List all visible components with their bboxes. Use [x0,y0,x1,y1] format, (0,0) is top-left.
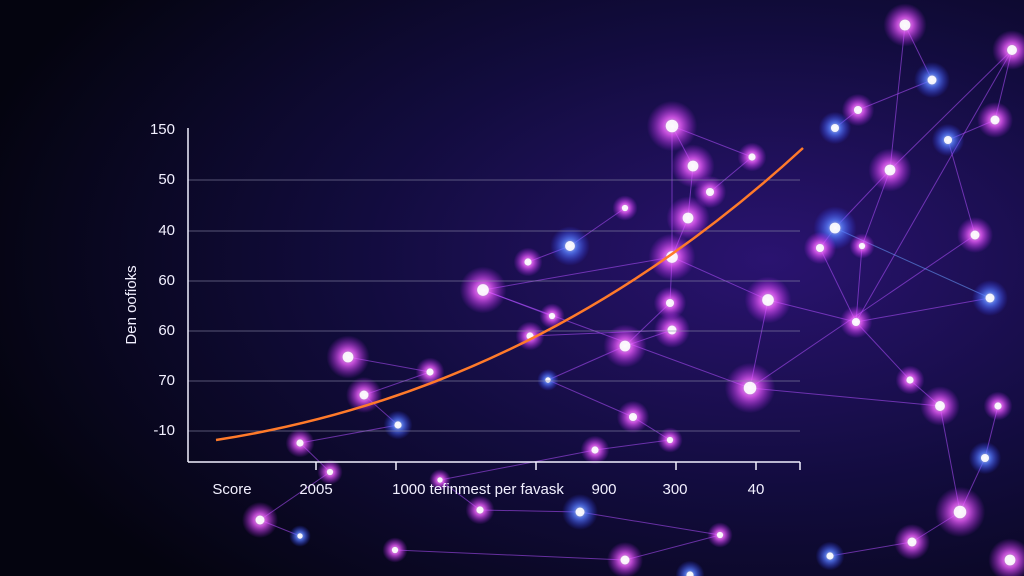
network-node [686,571,694,576]
network-edge [439,449,596,481]
network-node [830,123,840,133]
network-node [437,477,443,483]
network-node [906,376,914,384]
network-node [907,537,917,547]
network-node [858,242,866,250]
network-node [927,75,937,85]
network-node [953,505,967,519]
y-tick-label: 70 [158,372,175,389]
network-edge [299,424,399,444]
x-tick-label: 900 [591,481,616,498]
y-tick-label: 50 [158,171,175,188]
network-node [342,351,354,363]
network-node [748,153,756,161]
grid [188,179,800,432]
network-node [391,546,399,554]
network-node [619,340,631,352]
axis-title: Den oofioks [123,265,140,344]
network-edge [394,549,626,561]
network-node [943,135,953,145]
y-tick-label: 60 [158,322,175,339]
network-node [1004,554,1016,566]
network-node [575,507,585,517]
network-node [394,421,402,429]
network-edge [749,387,941,407]
network-node [705,187,715,197]
network-node [994,402,1002,410]
axes [187,128,801,470]
network-node [255,515,265,525]
curve [215,147,804,442]
network-edge [855,49,1013,323]
network-node [297,533,303,539]
network-node [665,298,675,308]
x-tick-label: 40 [748,481,765,498]
network-node [628,412,638,422]
network-node [762,294,774,306]
network-edge [579,511,721,536]
network-node [1007,45,1017,55]
network-node [985,293,995,303]
network-edge [855,297,991,323]
network-node [687,160,699,172]
network-node [476,506,484,514]
network-node [826,552,834,560]
network-node [884,164,896,176]
network-node [665,119,679,133]
network-node [829,222,841,234]
network-node [524,258,532,266]
network-node [359,390,369,400]
network-node [477,284,489,296]
network-node [666,251,678,263]
network-node [548,312,556,320]
network-node [682,212,694,224]
y-tick-label: 150 [150,121,175,138]
x-tick-label: Score [212,481,251,498]
network-node [851,317,861,327]
x-tick-label: 300 [662,481,687,498]
network-node [935,401,945,411]
x-tick-label: 1000 tefinmest per favask [392,481,564,498]
x-tick-label: 2005 [299,481,332,498]
network-node [716,531,724,539]
network-node [980,453,990,463]
network-node [853,105,863,115]
network-node [591,446,599,454]
network-glow [675,560,705,576]
network-edge [889,24,906,171]
network [242,3,1024,576]
y-tick-label: -10 [153,422,175,439]
y-tick-label: 60 [158,272,175,289]
network-edge [482,256,673,291]
network-node [815,243,825,253]
network-node [296,439,304,447]
network-node [667,325,677,335]
network-node [899,19,911,31]
network-node [621,204,629,212]
network-node [620,555,630,565]
network-node [970,230,980,240]
network-node [565,241,575,251]
network-node [426,368,434,376]
y-tick-label: 40 [158,222,175,239]
network-node [666,436,674,444]
network-node [743,381,757,395]
network-edge [889,49,1013,171]
network-node [545,377,551,383]
network-node [990,115,1000,125]
network-node [326,468,334,476]
